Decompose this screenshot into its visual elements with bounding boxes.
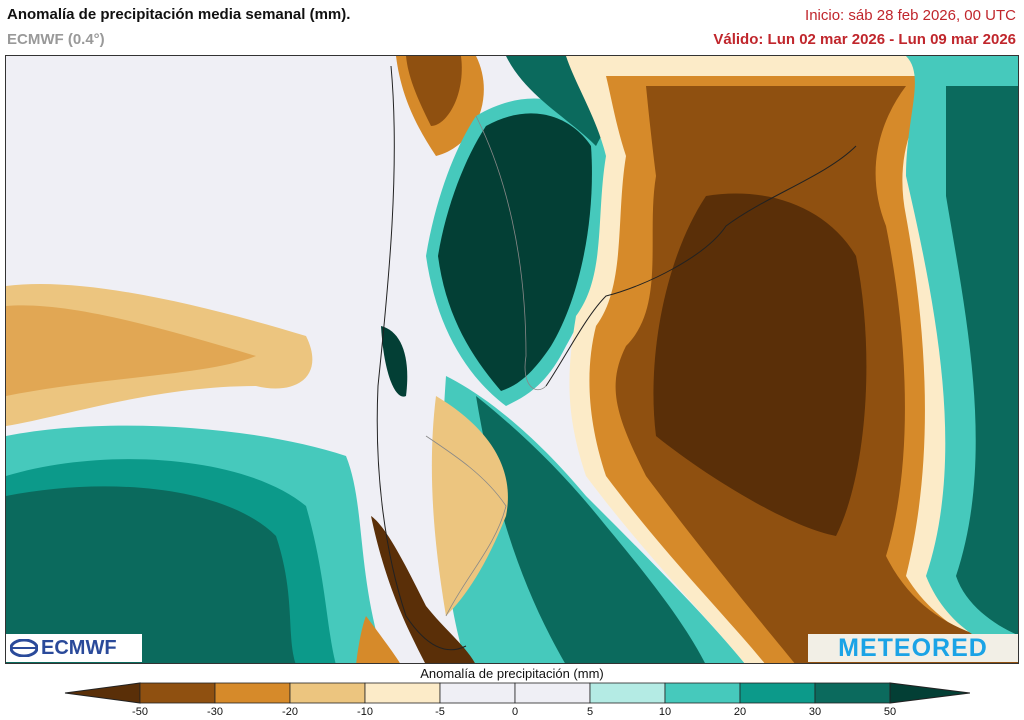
colorbar-tick-label: 10 — [658, 706, 672, 718]
precipitation-anomaly-map[interactable] — [5, 55, 1019, 664]
wet-region-central-argentina — [438, 113, 592, 391]
colorbar-tick-label: 50 — [883, 706, 897, 718]
colorbar-tick-label: 20 — [733, 706, 747, 718]
meteored-logo-text: METEORED — [838, 633, 988, 662]
init-time: Inicio: sáb 28 feb 2026, 00 UTC — [805, 7, 1016, 24]
colorbar-bin — [214, 682, 291, 704]
colorbar-extend-high — [889, 682, 970, 704]
colorbar-tick-label: -10 — [357, 706, 373, 718]
map-layer — [6, 56, 1018, 663]
colorbar-tick-label: -5 — [435, 706, 445, 718]
map-title: Anomalía de precipitación media semanal … — [7, 6, 351, 23]
colorbar-tick-label: -20 — [282, 706, 298, 718]
colorbar-bin — [289, 682, 366, 704]
meteored-logo: METEORED — [808, 634, 1018, 662]
colorbar-bin — [514, 682, 591, 704]
wet-region-atlantic — [946, 86, 1018, 636]
model-label: ECMWF (0.4°) — [7, 31, 105, 48]
colorbar-tick-label: -50 — [132, 706, 148, 718]
colorbar-bin — [664, 682, 741, 704]
colorbar-bin — [739, 682, 816, 704]
colorbar-title: Anomalía de precipitación (mm) — [420, 666, 604, 681]
colorbar-tick-label: 30 — [808, 706, 822, 718]
colorbar-bin — [439, 682, 516, 704]
colorbar-tick-label: 5 — [586, 706, 594, 718]
colorbar-extend-low — [64, 682, 141, 704]
valid-period: Válido: Lun 02 mar 2026 - Lun 09 mar 202… — [713, 31, 1016, 48]
ecmwf-logo: ECMWF — [6, 634, 142, 662]
colorbar-tick-label: 0 — [511, 706, 519, 718]
ecmwf-emblem-icon — [10, 639, 38, 657]
colorbar — [64, 682, 970, 704]
ecmwf-logo-text: ECMWF — [41, 636, 117, 659]
colorbar-bin — [814, 682, 891, 704]
colorbar-tick-label: -30 — [207, 706, 223, 718]
colorbar-bin — [139, 682, 216, 704]
colorbar-bin — [364, 682, 441, 704]
colorbar-bin — [589, 682, 666, 704]
